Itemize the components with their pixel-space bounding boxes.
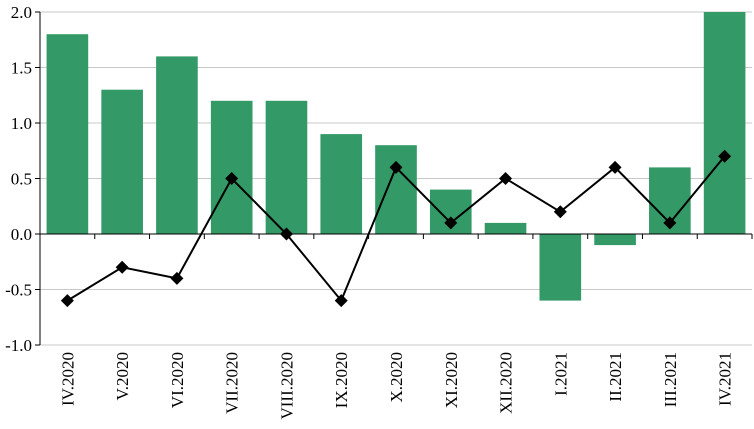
x-tick-label: X.2020 [387, 352, 406, 403]
bar [484, 222, 527, 234]
line-marker [663, 216, 677, 230]
line-marker [444, 216, 458, 230]
bar [703, 12, 746, 234]
x-tick-label: V.2020 [113, 352, 132, 400]
line-marker [718, 149, 732, 163]
line-series [60, 149, 732, 308]
bar [594, 234, 636, 246]
bar [320, 134, 363, 234]
y-axis-ticks: 2.0 1.5 1.0 0.5 0.0 -0.5 -1.0 [5, 3, 32, 355]
y-tick-label: 1.5 [11, 59, 32, 78]
line-marker [170, 271, 184, 285]
y-tick-label: 2.0 [11, 3, 32, 22]
y-tick-label: 0.5 [11, 170, 32, 189]
line-marker [553, 205, 567, 219]
x-tick-label: III.2021 [661, 352, 680, 407]
x-tick-label: VII.2020 [223, 352, 242, 414]
x-tick-label: XI.2020 [442, 352, 461, 408]
x-tick-label: II.2021 [606, 352, 625, 402]
x-tick-label: VI.2020 [168, 352, 187, 408]
line-marker [389, 160, 403, 174]
line-marker [225, 172, 239, 185]
x-tick-label: IV.2020 [58, 352, 77, 406]
line-marker [115, 260, 129, 274]
y-tick-label: -1.0 [5, 336, 32, 355]
bar [265, 100, 308, 234]
bar [156, 56, 198, 235]
y-tick-label: -0.5 [5, 281, 32, 300]
bar [375, 145, 417, 234]
line-marker [499, 172, 513, 185]
axes [35, 11, 753, 346]
x-tick-label: XII.2020 [497, 352, 516, 414]
line-marker [279, 227, 293, 241]
y-tick-label: 1.0 [11, 114, 32, 133]
bar [46, 34, 89, 235]
x-axis-ticks: IV.2020 V.2020 VI.2020 VII.2020 VIII.2020 IX.… [58, 352, 734, 420]
line-marker [60, 294, 74, 308]
y-tick-label: 0.0 [11, 225, 32, 244]
bar [210, 100, 253, 234]
bar [101, 89, 143, 234]
x-tick-label: IV.2021 [716, 352, 735, 406]
x-tick-label: I.2021 [551, 352, 570, 396]
line-marker [334, 294, 348, 308]
bar-series [46, 12, 746, 301]
x-tick-label: IX.2020 [332, 352, 351, 408]
x-tick-label: VIII.2020 [277, 352, 296, 420]
bar [539, 234, 582, 301]
line-marker [608, 160, 622, 174]
